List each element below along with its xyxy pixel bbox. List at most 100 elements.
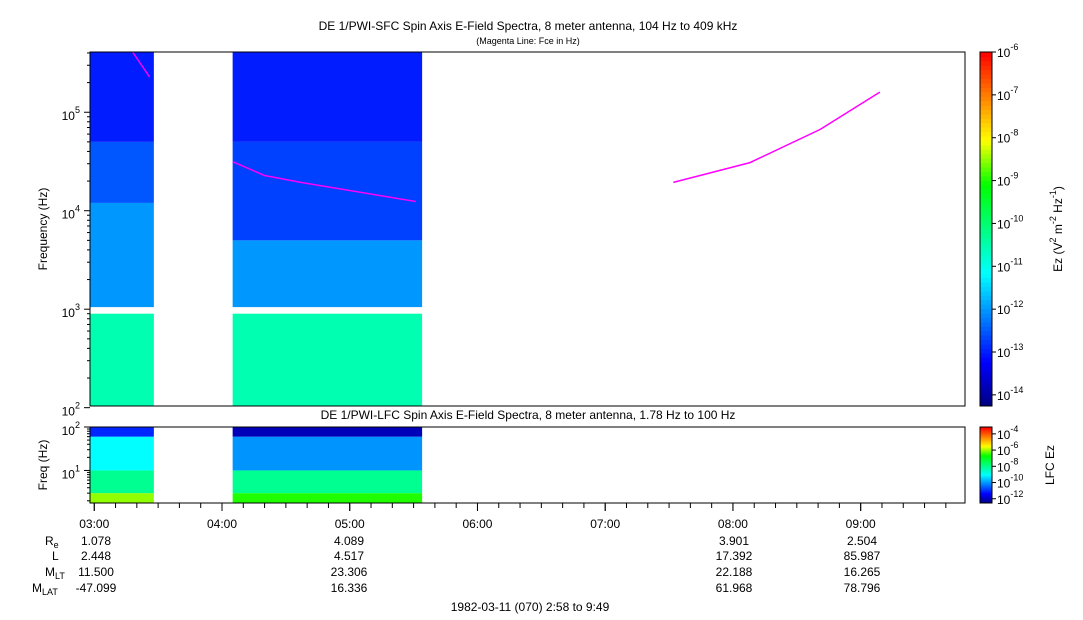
colorbar-slice bbox=[980, 465, 992, 467]
colorbar-slice bbox=[980, 136, 992, 141]
ephemeris-value: 17.392 bbox=[716, 549, 753, 563]
colorbar-slice bbox=[980, 466, 992, 469]
colorbar-slice bbox=[980, 438, 992, 440]
colorbar-slice bbox=[980, 461, 992, 463]
colorbar-slice bbox=[980, 477, 992, 479]
colorbar-slice bbox=[980, 474, 992, 476]
colorbar-slice bbox=[980, 100, 992, 106]
colorbar-slice bbox=[980, 485, 992, 488]
colorbar-slice bbox=[980, 339, 992, 345]
spectrogram-band bbox=[232, 240, 423, 308]
ephemeris-label: Re bbox=[45, 534, 59, 550]
colorbar-slice bbox=[980, 498, 992, 500]
y-tick-label: 102 bbox=[62, 420, 80, 438]
ephemeris-value: 23.306 bbox=[331, 565, 368, 579]
colorbar-slice bbox=[980, 122, 992, 128]
colorbar-slice bbox=[980, 313, 992, 318]
tick-base: 10 bbox=[62, 424, 76, 438]
colorbar-tick-label: 10-6 bbox=[997, 440, 1018, 458]
colorbar-slice bbox=[980, 127, 992, 133]
ephemeris-value: 4.089 bbox=[334, 534, 364, 548]
colorbar-slice bbox=[980, 429, 992, 432]
ephemeris-value: 61.968 bbox=[716, 581, 753, 595]
colorbar-slice bbox=[980, 242, 992, 248]
colorbar-slice bbox=[980, 246, 992, 252]
y-axis-label: Freq (Hz) bbox=[36, 440, 50, 491]
colorbar-tick-label: 10-12 bbox=[997, 299, 1023, 317]
colorbar-slice bbox=[980, 499, 992, 501]
colorbar-slice bbox=[980, 237, 992, 243]
colorbar-slice bbox=[980, 482, 992, 484]
tick-exp: -10 bbox=[1010, 473, 1023, 483]
colorbar-slice bbox=[980, 463, 992, 465]
colorbar-slice bbox=[980, 488, 992, 491]
chart-title: DE 1/PWI-SFC Spin Axis E-Field Spectra, … bbox=[319, 19, 738, 33]
colorbar-slice bbox=[980, 91, 992, 97]
colorbar-slice bbox=[980, 392, 992, 398]
colorbar-slice bbox=[980, 460, 992, 462]
colorbar-slice bbox=[980, 445, 992, 447]
label-main: L bbox=[52, 549, 59, 563]
ephemeris-label: MLAT bbox=[32, 581, 58, 597]
colorbar-slice bbox=[980, 286, 992, 292]
ephemeris-value: 78.796 bbox=[844, 581, 881, 595]
colorbar-slice bbox=[980, 255, 992, 261]
tick-base: 10 bbox=[997, 477, 1011, 491]
x-tick-label: 09:00 bbox=[846, 517, 876, 531]
colorbar-slice bbox=[980, 458, 992, 460]
plot-frame bbox=[89, 426, 966, 504]
colorbar-slice bbox=[980, 211, 992, 217]
spectrogram-band bbox=[232, 493, 423, 503]
colorbar-slice bbox=[980, 401, 992, 407]
colorbar-slice bbox=[980, 489, 992, 492]
colorbar-slice bbox=[980, 52, 992, 57]
label-sup: -2 bbox=[1048, 216, 1058, 224]
tick-base: 10 bbox=[997, 428, 1011, 442]
tick-exp: -12 bbox=[1010, 299, 1023, 309]
x-tick-label: 08:00 bbox=[718, 517, 748, 531]
ephemeris-value: 2.504 bbox=[847, 534, 877, 548]
colorbar-slice bbox=[980, 494, 992, 496]
colorbar-slice bbox=[980, 487, 992, 490]
colorbar-slice bbox=[980, 352, 992, 358]
colorbar-slice bbox=[980, 251, 992, 257]
colorbar-slice bbox=[980, 459, 992, 461]
colorbar-tick-label: 10-4 bbox=[997, 424, 1018, 442]
colorbar-slice bbox=[980, 357, 992, 363]
colorbar-slice bbox=[980, 440, 992, 442]
colorbar-slice bbox=[980, 447, 992, 450]
colorbar-slice bbox=[980, 60, 992, 66]
tick-base: 10 bbox=[997, 217, 1011, 231]
colorbar-slice bbox=[980, 206, 992, 212]
colorbar-slice bbox=[980, 290, 992, 296]
ephemeris-value: 16.336 bbox=[331, 581, 368, 595]
tick-base: 10 bbox=[62, 109, 76, 123]
colorbar-slice bbox=[980, 220, 992, 226]
colorbar-slice bbox=[980, 153, 992, 159]
label-sub: LAT bbox=[42, 587, 58, 597]
colorbar-slice bbox=[980, 295, 992, 301]
tick-exp: 2 bbox=[75, 401, 80, 411]
colorbar-slice bbox=[980, 497, 992, 499]
colorbar-slice bbox=[980, 175, 992, 181]
colorbar-slice bbox=[980, 457, 992, 459]
colorbar-slice bbox=[980, 282, 992, 288]
spectrogram-band bbox=[232, 52, 423, 142]
colorbar-slice bbox=[980, 229, 992, 234]
spectrogram-band bbox=[90, 436, 154, 471]
colorbar-slice bbox=[980, 472, 992, 475]
tick-exp: -8 bbox=[1010, 456, 1018, 466]
tick-base: 10 bbox=[997, 346, 1011, 360]
colorbar-slice bbox=[980, 233, 992, 239]
tick-base: 10 bbox=[62, 467, 76, 481]
colorbar-tick-label: 10-14 bbox=[997, 385, 1023, 403]
colorbar-slice bbox=[980, 493, 992, 495]
colorbar-slice bbox=[980, 326, 992, 332]
colorbar-slice bbox=[980, 87, 992, 93]
tick-exp: -13 bbox=[1010, 342, 1023, 352]
tick-exp: 3 bbox=[75, 302, 80, 312]
colorbar-slice bbox=[980, 366, 992, 372]
ephemeris-value: 16.265 bbox=[844, 565, 881, 579]
label-main: M bbox=[32, 581, 42, 595]
colorbar-tick-label: 10-8 bbox=[997, 456, 1018, 474]
